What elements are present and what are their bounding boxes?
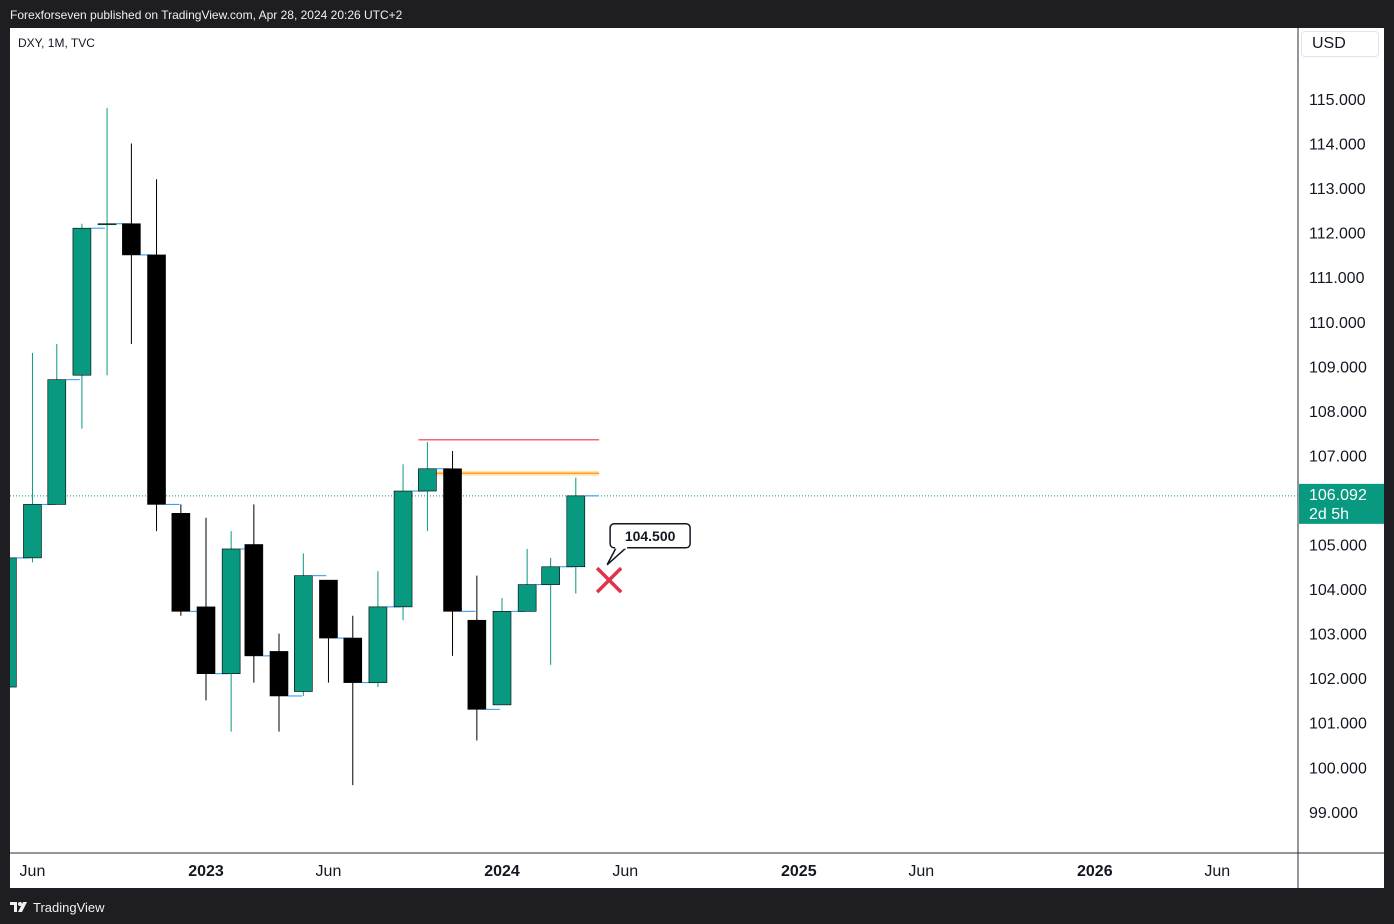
x-tick-label: Jun <box>908 863 934 880</box>
x-tick-label: 2023 <box>188 863 224 880</box>
candle-body[interactable] <box>541 566 560 585</box>
y-tick-label: 113.000 <box>1309 181 1366 198</box>
candle-body[interactable] <box>221 548 241 674</box>
currency-button[interactable]: USD <box>1301 31 1379 57</box>
y-tick-label: 109.000 <box>1309 359 1367 376</box>
candle-body[interactable] <box>566 495 586 568</box>
y-tick-label: 102.000 <box>1309 671 1367 688</box>
x-tick-label: Jun <box>20 863 46 880</box>
candle-body[interactable] <box>47 379 67 505</box>
candle-body[interactable] <box>196 606 216 674</box>
y-tick-label: 108.000 <box>1309 404 1367 421</box>
candle-body[interactable] <box>492 611 512 706</box>
candle-body[interactable] <box>294 575 313 692</box>
annotation-callout[interactable] <box>609 523 691 549</box>
y-tick-label: 112.000 <box>1309 226 1366 243</box>
annotation-label: 104.500 <box>625 528 676 544</box>
candle-body[interactable] <box>467 619 487 710</box>
y-tick-label: 104.000 <box>1309 582 1367 599</box>
y-tick-label: 115.000 <box>1309 92 1366 109</box>
cross-marker[interactable] <box>595 566 623 594</box>
y-tick-label: 114.000 <box>1309 137 1366 154</box>
candle-body[interactable] <box>72 227 92 376</box>
x-tick-label: 2025 <box>781 863 817 880</box>
candle-body[interactable] <box>269 651 289 697</box>
y-tick-label: 107.000 <box>1309 448 1367 465</box>
y-tick-label: 99.000 <box>1309 805 1358 822</box>
x-tick-label: 2024 <box>484 863 520 880</box>
publish-info-text: Forexforseven published on TradingView.c… <box>10 8 403 22</box>
x-tick-label: Jun <box>612 863 638 880</box>
price-marker-countdown: 2d 5h <box>1309 506 1349 523</box>
publish-info-bar: Forexforseven published on TradingView.c… <box>0 0 1394 28</box>
price-marker-box <box>1299 483 1384 524</box>
chart-pane[interactable]: 115.000 114.000 113.000 112.000 111.000 110.0… <box>10 28 1384 888</box>
tradingview-brand[interactable]: TradingView <box>33 900 105 915</box>
candle-body[interactable] <box>23 504 42 559</box>
footer-bar: TradingView <box>0 888 1394 924</box>
symbol-info: DXY, 1M, TVC <box>18 36 95 50</box>
candle-body[interactable] <box>517 584 537 612</box>
candle-body[interactable] <box>147 254 166 505</box>
annotation-pointer <box>606 547 627 566</box>
y-tick-label: 103.000 <box>1309 627 1367 644</box>
y-tick-label: 101.000 <box>1309 716 1367 733</box>
x-tick-label: Jun <box>1204 863 1230 880</box>
candle-body[interactable] <box>418 468 437 492</box>
candle-body[interactable] <box>343 637 363 683</box>
candle-body[interactable] <box>171 513 191 612</box>
candle-body[interactable] <box>393 490 413 608</box>
candle-body[interactable] <box>319 579 338 639</box>
candle-body[interactable] <box>10 557 17 688</box>
x-tick-label: 2026 <box>1077 863 1113 880</box>
y-tick-label: 110.000 <box>1309 315 1366 332</box>
candle-body[interactable] <box>122 223 141 256</box>
tradingview-logo-icon[interactable] <box>10 900 30 914</box>
candle-body[interactable] <box>443 468 462 612</box>
candle-body[interactable] <box>97 223 117 226</box>
price-marker-label: 106.092 <box>1309 487 1367 504</box>
candle-body[interactable] <box>368 606 388 683</box>
x-tick-label: Jun <box>316 863 342 880</box>
y-tick-label: 111.000 <box>1309 270 1365 287</box>
candlestick-chart[interactable]: 115.000 114.000 113.000 112.000 111.000 110.0… <box>10 28 1384 888</box>
y-tick-label: 105.000 <box>1309 538 1367 555</box>
y-tick-label: 100.000 <box>1309 760 1367 777</box>
candle-body[interactable] <box>244 544 264 657</box>
